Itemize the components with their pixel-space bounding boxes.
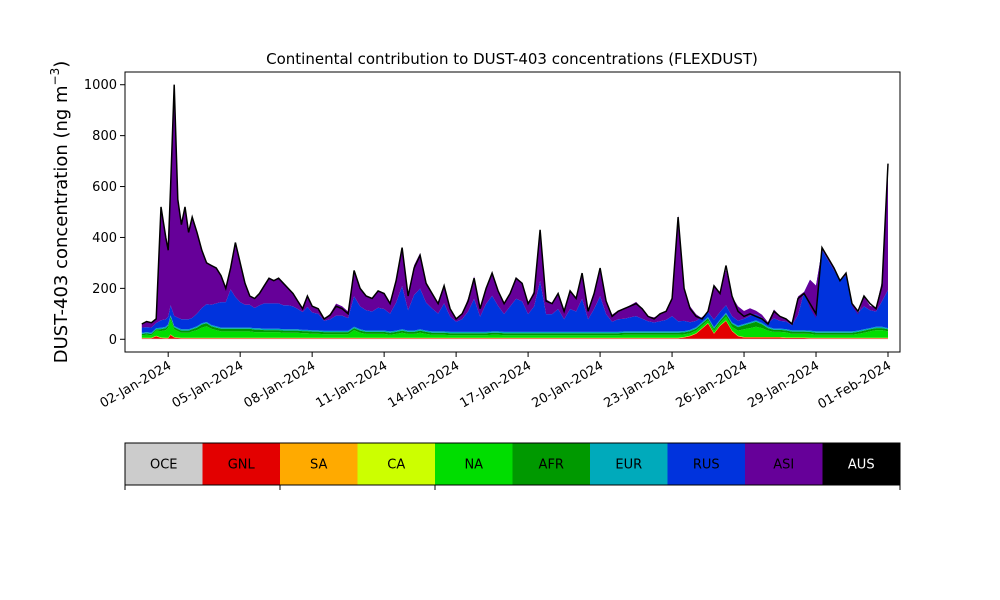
area-eur xyxy=(141,312,889,334)
x-tick-label-23-Jan-2024: 23-Jan-2024 xyxy=(601,358,678,411)
legend-label-na: NA xyxy=(464,458,483,473)
x-tick-label-29-Jan-2024: 29-Jan-2024 xyxy=(745,358,822,411)
legend-label-asi: ASI xyxy=(773,458,794,473)
plot-frame xyxy=(124,71,901,353)
area-na xyxy=(141,316,889,338)
y-tick-label-600: 600 xyxy=(92,180,117,195)
legend-swatch-asi xyxy=(745,443,823,485)
legend-label-gnl: GNL xyxy=(228,458,256,473)
legend-swatch-afr xyxy=(512,443,591,485)
x-tick-label-14-Jan-2024: 14-Jan-2024 xyxy=(386,358,463,411)
chart-title: Continental contribution to DUST-403 con… xyxy=(266,50,758,68)
legend-swatch-oce xyxy=(125,443,203,485)
stacked-areas xyxy=(141,84,889,340)
svg-text:DUST-403 concentration (ng m−3: DUST-403 concentration (ng m−3) xyxy=(48,61,72,364)
legend-label-sa: SA xyxy=(310,458,327,473)
x-tick-label-01-Feb-2024: 01-Feb-2024 xyxy=(815,358,894,412)
legend-label-oce: OCE xyxy=(150,458,178,473)
y-axis-label-superscript: −3 xyxy=(48,68,62,86)
y-axis-label-close: ) xyxy=(51,61,72,68)
y-axis: 0 200 400 600 800 1000 xyxy=(84,78,125,348)
area-oce xyxy=(141,338,889,340)
y-axis-label: DUST-403 concentration (ng m−3) xyxy=(48,61,72,364)
y-tick-label-800: 800 xyxy=(92,129,117,144)
x-tick-label-11-Jan-2024: 11-Jan-2024 xyxy=(314,358,391,411)
legend-swatch-ca xyxy=(357,443,436,485)
legend-frame xyxy=(124,442,901,486)
x-tick-label-17-Jan-2024: 17-Jan-2024 xyxy=(458,358,535,411)
y-axis-label-text: DUST-403 concentration (ng m xyxy=(51,85,72,363)
legend-label-aus: AUS xyxy=(848,458,875,473)
area-rus xyxy=(141,249,889,333)
legend-colorbar: OCE GNL SA CA NA AFR EUR RUS ASI AUS xyxy=(124,442,901,490)
area-gnl xyxy=(141,320,889,339)
legend-swatch-eur xyxy=(590,443,668,485)
area-afr xyxy=(141,314,889,336)
y-tick-label-400: 400 xyxy=(92,231,117,246)
legend-label-rus: RUS xyxy=(693,458,720,473)
legend-swatch-sa xyxy=(280,443,358,485)
x-tick-label-20-Jan-2024: 20-Jan-2024 xyxy=(529,358,606,411)
x-tick-label-08-Jan-2024: 08-Jan-2024 xyxy=(242,358,319,411)
total-outline-line xyxy=(141,84,889,326)
legend-swatch-aus xyxy=(822,443,901,485)
x-axis: 02-Jan-202405-Jan-202408-Jan-202411-Jan-… xyxy=(98,352,894,412)
legend-swatch-rus xyxy=(667,443,746,485)
legend-label-ca: CA xyxy=(387,458,405,473)
x-tick-label-02-Jan-2024: 02-Jan-2024 xyxy=(98,358,175,411)
y-tick-label-1000: 1000 xyxy=(84,78,117,93)
x-tick-label-26-Jan-2024: 26-Jan-2024 xyxy=(673,358,750,411)
legend-swatch-na xyxy=(435,443,513,485)
y-tick-label-0: 0 xyxy=(109,333,117,348)
legend-label-eur: EUR xyxy=(615,458,642,473)
y-tick-label-200: 200 xyxy=(92,282,117,297)
legend-swatch-gnl xyxy=(202,443,281,485)
area-asi xyxy=(141,84,889,328)
legend-label-afr: AFR xyxy=(539,458,564,473)
x-tick-label-05-Jan-2024: 05-Jan-2024 xyxy=(170,358,247,411)
